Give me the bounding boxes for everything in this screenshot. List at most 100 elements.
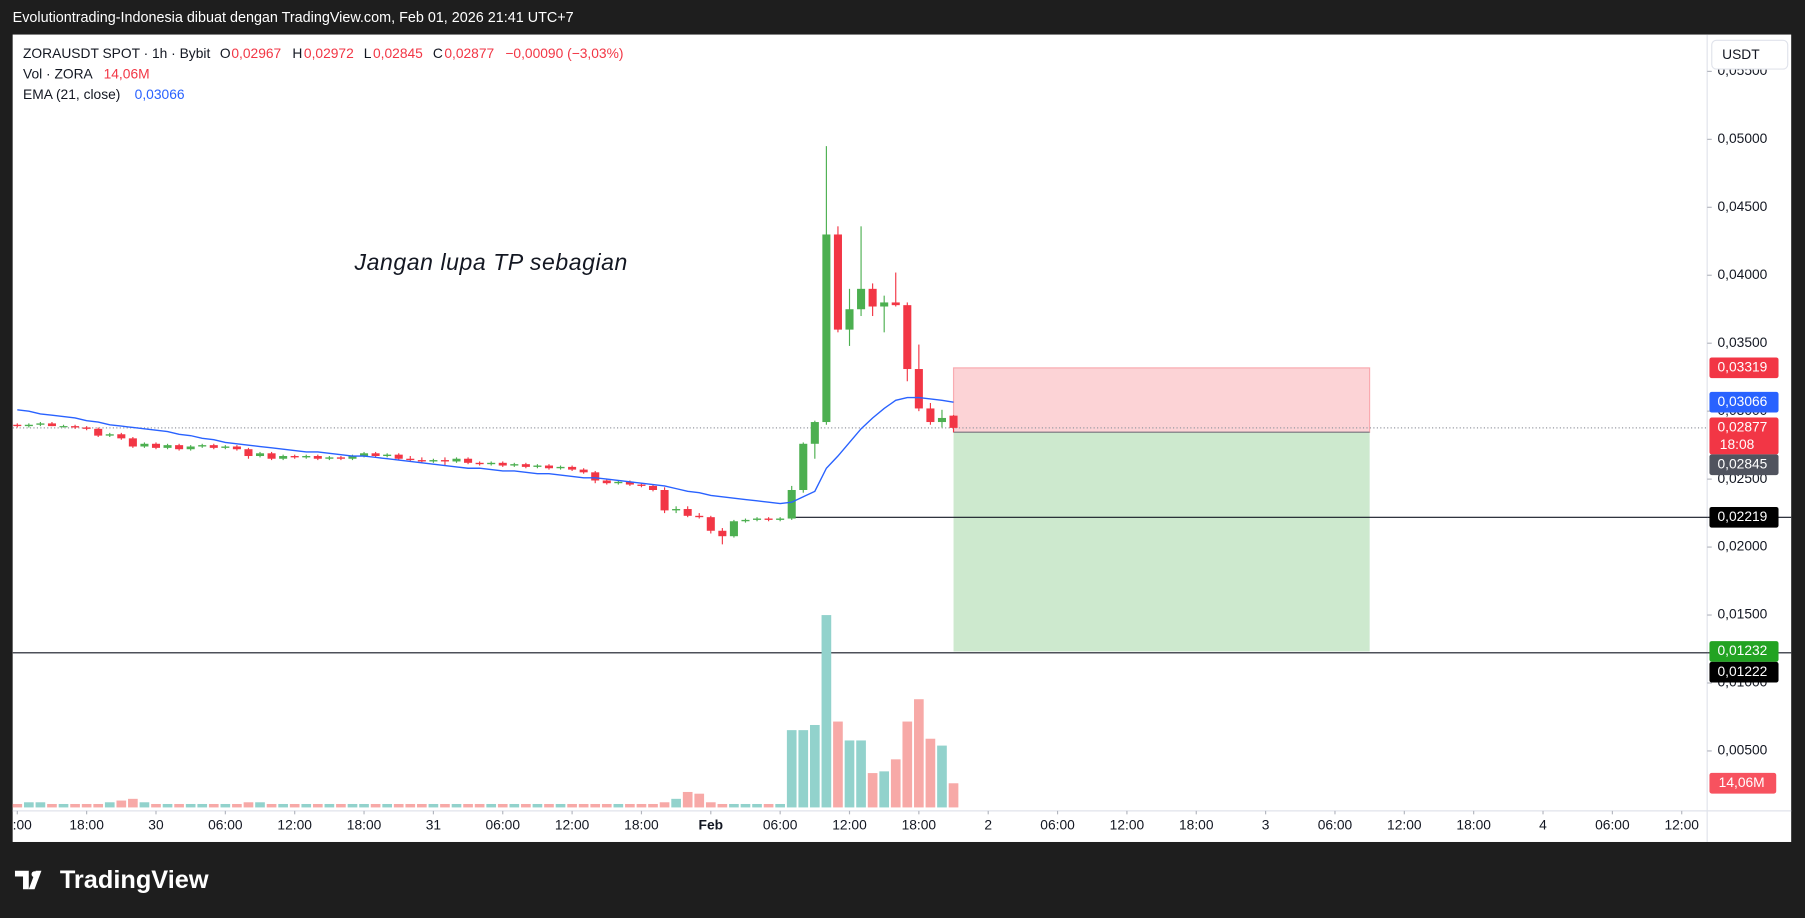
price-axis: 0,005000,010000,015000,020000,025000,030… <box>1707 39 1792 794</box>
candle-body <box>267 453 276 459</box>
x-tick-label: 2 <box>984 816 992 832</box>
candle-body <box>868 288 877 307</box>
ema-line <box>17 396 954 505</box>
volume-bar <box>844 740 855 808</box>
price-label-box <box>1709 391 1779 413</box>
candle-body <box>533 465 542 467</box>
candle-body <box>891 302 900 306</box>
candle-body <box>776 518 785 520</box>
volume-bar <box>405 803 416 808</box>
candle-body <box>764 518 773 520</box>
candle-body <box>94 428 103 436</box>
candle-body <box>360 453 369 457</box>
logo-text: TradingView <box>60 866 209 894</box>
candle-body <box>279 456 288 459</box>
volume-bar <box>289 803 300 808</box>
x-tick-label: 06:00 <box>1595 816 1630 832</box>
volume-bar <box>763 803 774 808</box>
candle-body <box>151 443 161 448</box>
candle-body <box>845 309 854 330</box>
volume-bar <box>324 803 335 808</box>
volume-bar <box>833 721 843 808</box>
y-tick-label: 0,05000 <box>1718 130 1768 146</box>
candle-body <box>302 456 311 458</box>
candle-body <box>544 465 554 469</box>
candle-body <box>82 427 91 429</box>
volume-bar <box>417 803 427 808</box>
candle-body <box>406 458 415 461</box>
candle-body <box>822 234 831 423</box>
annotation: Jangan lupa TP sebagian <box>354 249 628 275</box>
legend-change: −0,00090 (−3,03%) <box>505 45 623 61</box>
candle-body <box>383 454 392 457</box>
volume-bar <box>428 803 439 808</box>
price-label-box <box>1709 641 1779 662</box>
legend-value: 0,02967 <box>231 45 281 61</box>
y-tick-label: 0,04500 <box>1718 198 1768 214</box>
volume-bar <box>162 803 173 808</box>
candle-body <box>521 464 530 467</box>
volume-bar <box>729 803 739 808</box>
x-tick-label: 12:00 <box>277 816 312 832</box>
legend-value: 0,02877 <box>444 45 494 61</box>
price-label-box <box>1709 417 1779 455</box>
candle-body <box>117 434 126 439</box>
candle-body <box>833 234 842 330</box>
legend-key: C <box>433 45 443 61</box>
currency: USDT <box>1722 46 1760 62</box>
volume-bar <box>775 803 785 808</box>
price-label: 0,01222 <box>1718 663 1768 679</box>
logo-dot <box>31 871 38 878</box>
volume-bar <box>705 802 716 808</box>
candle-body <box>787 489 796 519</box>
legend-key: L <box>364 45 372 61</box>
x-tick-label: 06:00 <box>485 816 520 832</box>
volume-bar <box>474 803 485 808</box>
x-tick-label: 12:00 <box>1387 816 1422 832</box>
volume-bar <box>740 803 751 808</box>
candle-body <box>556 466 565 469</box>
candle-body <box>24 424 33 427</box>
candle-body <box>255 453 265 457</box>
candle-body <box>163 445 172 448</box>
candle-body <box>498 462 507 466</box>
volume-bar <box>659 802 670 808</box>
candle-body <box>648 485 658 490</box>
candle-body <box>452 458 461 462</box>
volume-bar <box>798 730 809 808</box>
legend-key: O <box>220 45 231 61</box>
volume-bar <box>382 803 392 808</box>
volume-bar <box>359 803 369 808</box>
candle-body <box>741 519 750 522</box>
candle-body <box>440 460 449 462</box>
volume-bar <box>312 803 323 808</box>
x-tick-label: Feb <box>699 816 724 832</box>
legend: ZORAUSDT SPOT · 1h · Bybit O 0,02967 H 0… <box>23 45 623 102</box>
x-tick-label: 06:00 <box>208 816 243 832</box>
volume-bar <box>590 803 601 808</box>
x-tick-label: 06:00 <box>763 816 798 832</box>
y-tick-label: 0,02000 <box>1718 538 1768 554</box>
volume-bar <box>266 803 277 808</box>
volume-bar <box>440 803 450 808</box>
price-label-box <box>1709 454 1779 476</box>
candle-body <box>568 466 577 470</box>
x-tick-label: 06:00 <box>1040 816 1075 832</box>
legend-value: 0,02972 <box>304 45 354 61</box>
volume-bar <box>24 802 34 808</box>
volume-bar <box>937 745 947 808</box>
x-tick-label: 18:00 <box>902 816 937 832</box>
volume-bar <box>47 803 57 808</box>
candle-body <box>695 515 704 518</box>
volume-bar <box>752 803 762 808</box>
volume-bar <box>717 803 728 808</box>
price-label-box <box>1709 661 1779 683</box>
candle-body <box>729 521 738 537</box>
candle-body <box>799 443 808 490</box>
volume-bar <box>232 803 242 808</box>
volume-bar <box>12 803 23 808</box>
candle-body <box>487 462 496 465</box>
stop-zone <box>952 367 1371 433</box>
candle-body <box>47 423 56 427</box>
